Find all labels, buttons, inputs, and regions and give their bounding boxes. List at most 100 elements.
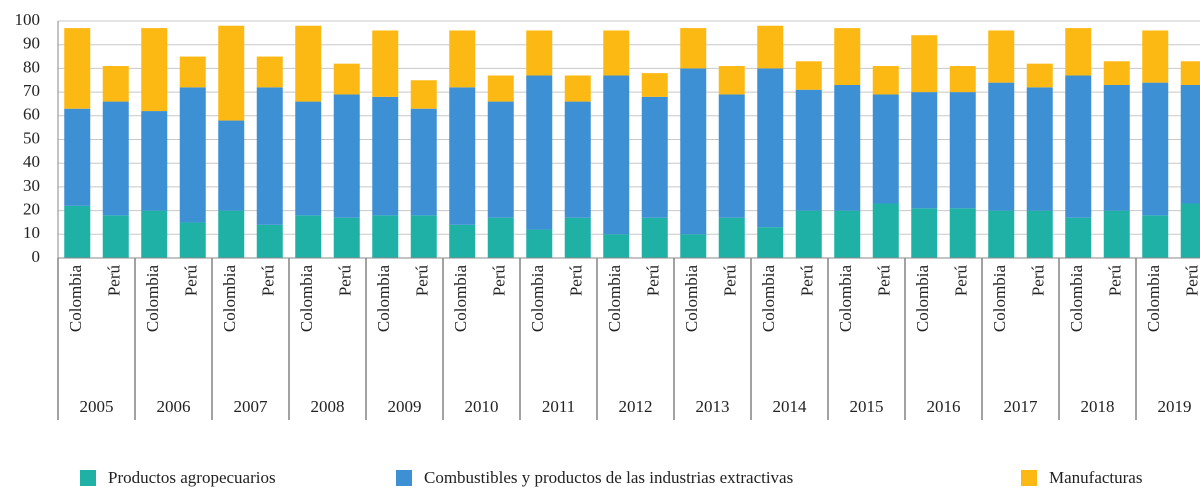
x-tick-label: Perú bbox=[875, 265, 894, 297]
bar-segment bbox=[641, 217, 668, 258]
bar-segment bbox=[718, 66, 745, 95]
bar-segment bbox=[295, 25, 322, 102]
bar-segment bbox=[1103, 61, 1130, 85]
bar-segment bbox=[102, 215, 129, 258]
bar-segment bbox=[526, 229, 553, 258]
bar-segment bbox=[410, 108, 437, 216]
group-label: 2006 bbox=[157, 397, 191, 416]
x-tick-label: Colombia bbox=[1067, 265, 1086, 333]
bar-segment bbox=[64, 108, 91, 206]
bar-segment bbox=[641, 96, 668, 218]
bar-segment bbox=[141, 28, 168, 112]
bar-segment bbox=[1180, 84, 1200, 204]
bar-segment bbox=[1180, 203, 1200, 258]
y-tick-label: 20 bbox=[23, 200, 40, 219]
bar-segment bbox=[449, 224, 476, 258]
bar-segment bbox=[603, 75, 630, 235]
bar-segment bbox=[1065, 75, 1092, 218]
bar-segment bbox=[757, 68, 784, 228]
y-tick-label: 90 bbox=[23, 34, 40, 53]
bar-segment bbox=[487, 75, 514, 102]
group-label: 2005 bbox=[80, 397, 114, 416]
x-tick-label: Perú bbox=[413, 265, 432, 297]
legend-swatch bbox=[80, 470, 96, 486]
bar-segment bbox=[911, 92, 938, 209]
x-tick-label: Colombia bbox=[605, 265, 624, 333]
bar-segment bbox=[1026, 210, 1053, 258]
x-tick-label: Colombia bbox=[759, 265, 778, 333]
bar-segment bbox=[680, 68, 707, 235]
bar-segment bbox=[564, 75, 591, 102]
bar-segment bbox=[988, 82, 1015, 211]
group-label: 2011 bbox=[542, 397, 575, 416]
bar-segment bbox=[718, 94, 745, 218]
legend-label: Productos agropecuarios bbox=[108, 468, 276, 487]
y-tick-label: 30 bbox=[23, 176, 40, 195]
legend-swatch bbox=[396, 470, 412, 486]
bar-segment bbox=[256, 87, 283, 225]
group-label: 2019 bbox=[1158, 397, 1192, 416]
x-tick-label: Perú bbox=[182, 265, 201, 297]
x-tick-label: Colombia bbox=[451, 265, 470, 333]
x-tick-label: Colombia bbox=[374, 265, 393, 333]
bar-segment bbox=[757, 25, 784, 69]
group-label: 2010 bbox=[465, 397, 499, 416]
bar-segment bbox=[949, 208, 976, 258]
bar-segment bbox=[949, 66, 976, 93]
bar-segment bbox=[603, 30, 630, 76]
x-tick-label: Colombia bbox=[682, 265, 701, 333]
bar-segment bbox=[988, 30, 1015, 83]
group-label: 2009 bbox=[388, 397, 422, 416]
x-tick-label: Colombia bbox=[66, 265, 85, 333]
bar-segment bbox=[872, 94, 899, 204]
x-tick-label: Perú bbox=[1029, 265, 1048, 297]
bar-segment bbox=[1103, 210, 1130, 258]
bar-segment bbox=[218, 120, 245, 211]
bar-segment bbox=[102, 101, 129, 216]
bar-segment bbox=[179, 56, 206, 88]
bar-segment bbox=[141, 111, 168, 211]
x-tick-label: Perú bbox=[644, 265, 663, 297]
x-tick-label: Perú bbox=[952, 265, 971, 297]
bar-segment bbox=[333, 217, 360, 258]
bar-segment bbox=[410, 215, 437, 258]
x-tick-label: Colombia bbox=[297, 265, 316, 333]
y-tick-label: 100 bbox=[15, 10, 41, 29]
bar-segment bbox=[1180, 61, 1200, 85]
group-label: 2017 bbox=[1004, 397, 1039, 416]
bar-segment bbox=[256, 224, 283, 258]
bar-segment bbox=[1103, 84, 1130, 211]
bar-segment bbox=[1142, 215, 1169, 258]
bar-segment bbox=[911, 35, 938, 93]
y-tick-label: 10 bbox=[23, 223, 40, 242]
legend-label: Manufacturas bbox=[1049, 468, 1142, 487]
bar-segment bbox=[1142, 30, 1169, 83]
bar-segment bbox=[372, 30, 399, 97]
bar-segment bbox=[487, 217, 514, 258]
group-label: 2012 bbox=[619, 397, 653, 416]
bar-segment bbox=[526, 75, 553, 230]
bar-segment bbox=[1142, 82, 1169, 216]
bar-segment bbox=[795, 89, 822, 211]
x-tick-label: Colombia bbox=[990, 265, 1009, 333]
bar-segment bbox=[333, 63, 360, 95]
bar-segment bbox=[834, 210, 861, 258]
legend-label: Combustibles y productos de las industri… bbox=[424, 468, 793, 487]
bar-segment bbox=[526, 30, 553, 76]
bar-segment bbox=[795, 61, 822, 90]
y-tick-label: 70 bbox=[23, 81, 40, 100]
bar-segment bbox=[410, 80, 437, 109]
bar-segment bbox=[141, 210, 168, 258]
group-label: 2013 bbox=[696, 397, 730, 416]
bar-segment bbox=[102, 66, 129, 102]
bar-segment bbox=[911, 208, 938, 258]
bar-segment bbox=[564, 101, 591, 218]
group-label: 2014 bbox=[773, 397, 808, 416]
x-tick-label: Colombia bbox=[1144, 265, 1163, 333]
x-tick-label: Colombia bbox=[143, 265, 162, 333]
group-label: 2016 bbox=[927, 397, 961, 416]
bar-segment bbox=[218, 25, 245, 121]
group-label: 2007 bbox=[234, 397, 269, 416]
y-tick-label: 50 bbox=[23, 128, 40, 147]
x-tick-label: Perú bbox=[490, 265, 509, 297]
